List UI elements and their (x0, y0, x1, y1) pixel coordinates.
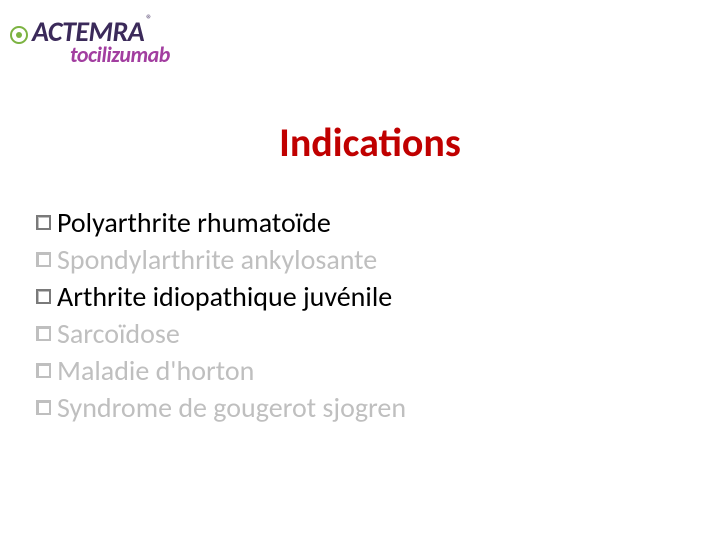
list-item: Spondylarthrite ankylosante (36, 242, 684, 277)
square-bullet-icon (36, 252, 51, 267)
list-item-label: Arthrite idiopathique juvénile (57, 279, 392, 314)
list-item-label: Spondylarthrite ankylosante (57, 242, 377, 277)
logo-bullet-inner-icon (16, 32, 22, 38)
logo-text-block: ACTEMRA® tocilizumab (32, 18, 170, 66)
square-bullet-icon (36, 326, 51, 341)
square-bullet-icon (36, 215, 51, 230)
logo-bullet-icon (10, 26, 28, 44)
list-item: Syndrome de gougerot sjogren (36, 390, 684, 425)
square-bullet-icon (36, 363, 51, 378)
indications-list: Polyarthrite rhumatoïdeSpondylarthrite a… (36, 205, 684, 427)
logo-brand-text: ACTEMRA (32, 14, 144, 49)
slide: ACTEMRA® tocilizumab Indications Polyart… (0, 0, 720, 540)
list-item-label: Sarcoïdose (57, 316, 180, 351)
logo-brand-name: ACTEMRA® (32, 18, 170, 46)
list-item: Arthrite idiopathique juvénile (36, 279, 684, 314)
registered-icon: ® (146, 13, 152, 27)
list-item-label: Syndrome de gougerot sjogren (57, 390, 406, 425)
list-item-label: Maladie d'horton (57, 353, 254, 388)
list-item-label: Polyarthrite rhumatoïde (57, 205, 331, 240)
square-bullet-icon (36, 289, 51, 304)
slide-title: Indications (0, 118, 720, 167)
square-bullet-icon (36, 400, 51, 415)
list-item: Sarcoïdose (36, 316, 684, 351)
brand-logo: ACTEMRA® tocilizumab (10, 18, 170, 66)
list-item: Polyarthrite rhumatoïde (36, 205, 684, 240)
list-item: Maladie d'horton (36, 353, 684, 388)
